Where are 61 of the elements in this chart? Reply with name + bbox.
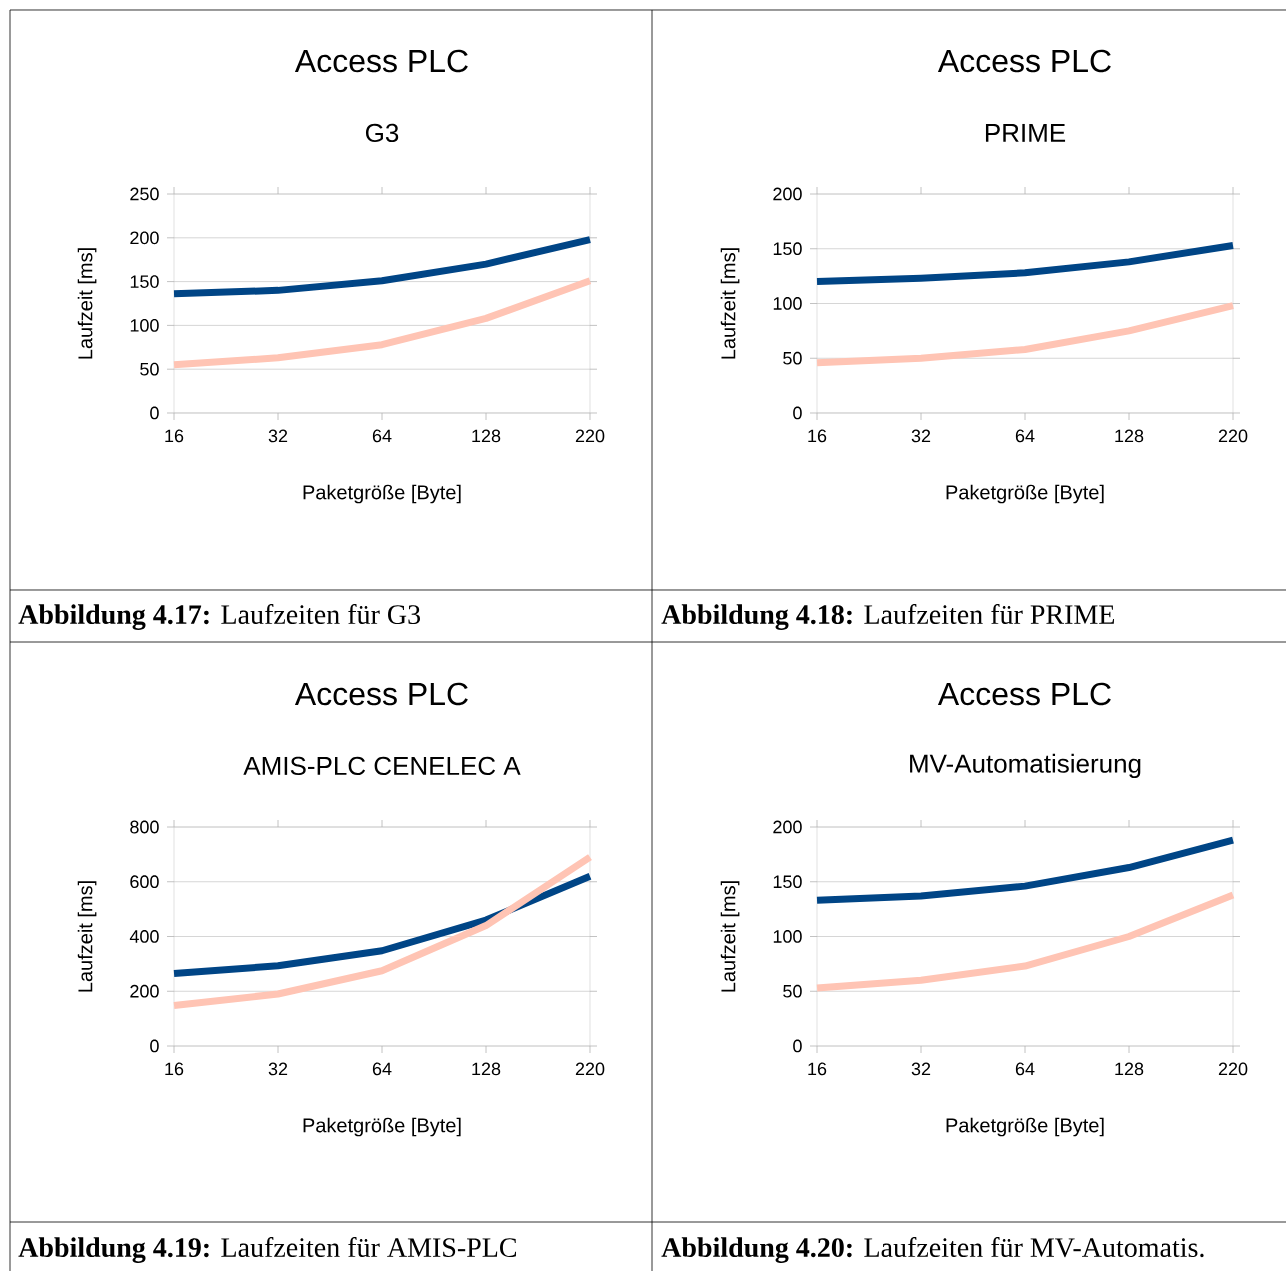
y-tick-label: 150 [773,242,802,256]
chart-subtitle: AMIS-PLC CENELEC A [243,756,521,776]
x-axis-title: Paketgröße [Byte] [946,484,1104,504]
y-tick-label: 800 [130,820,159,834]
x-tick-label: 128 [472,429,501,443]
x-axis-title: Paketgröße [Byte] [303,484,461,504]
y-tick-label: 0 [793,406,802,420]
y-tick-label: 50 [783,984,802,998]
y-tick-label: 50 [140,362,159,376]
x-tick-label: 220 [575,429,605,443]
x-tick-label: 220 [575,1062,605,1076]
chart-subtitle: MV-Automatisierung [910,753,1141,779]
chart-title: Access PLC [294,682,468,706]
x-tick-label: 32 [268,1062,288,1076]
x-tick-label: 220 [1218,1062,1248,1076]
x-tick-label: 16 [165,429,184,443]
x-tick-label: 128 [472,1062,501,1076]
x-tick-label: 64 [372,429,392,443]
y-tick-label: 400 [129,930,159,943]
chart-subtitle: G3 [365,123,399,143]
y-tick-label: 100 [773,930,802,943]
y-tick-label: 600 [130,875,159,889]
y-tick-label: 200 [130,984,159,998]
y-tick-label: 100 [773,297,802,310]
x-tick-label: 64 [1015,429,1035,443]
chart-title: Access PLC [937,682,1111,706]
x-axis-title: Paketgröße [Byte] [303,1117,461,1137]
y-axis-title: Laufzeit [ms] [720,248,740,359]
x-tick-label: 220 [1218,429,1248,443]
chart-subtitle: PRIME [985,123,1066,142]
x-tick-label: 128 [1115,429,1144,443]
x-tick-label: 32 [911,429,931,443]
text: Abbildung 4.17: Laufzeiten für G3 [18,604,420,630]
x-tick-label: 32 [268,429,288,443]
y-tick-label: 0 [150,406,159,420]
y-axis-title: Laufzeit [ms] [77,881,97,992]
y-axis-title: Laufzeit [ms] [720,881,740,992]
text: Abbildung 4.19: Laufzeiten für AMIS-PLC [18,1237,516,1263]
y-axis-title: Laufzeit [ms] [77,248,97,359]
y-tick-label: 50 [783,351,802,365]
y-tick-label: 0 [793,1039,802,1053]
text: Abbildung 4.18: Laufzeiten für PRIME [661,604,1115,630]
y-tick-label: 250 [130,187,159,201]
chart-title: Access PLC [294,49,468,73]
x-tick-label: 32 [911,1062,931,1076]
x-tick-label: 16 [808,429,827,443]
y-tick-label: 200 [130,231,159,245]
x-axis-title: Paketgröße [Byte] [946,1117,1104,1137]
y-tick-label: 150 [773,875,802,889]
y-tick-label: 150 [130,275,159,288]
x-tick-label: 64 [1015,1062,1035,1076]
y-tick-label: 0 [150,1039,159,1053]
x-tick-label: 16 [165,1062,184,1076]
y-tick-label: 200 [773,187,802,201]
x-tick-label: 128 [1115,1062,1144,1076]
x-tick-label: 16 [808,1062,827,1076]
text: Abbildung 4.20: Laufzeiten für MV-Automatis. [661,1237,1204,1263]
chart-title: Access PLC [937,49,1111,73]
x-tick-label: 64 [372,1062,392,1076]
y-tick-label: 100 [130,319,159,332]
y-tick-label: 200 [773,820,802,834]
